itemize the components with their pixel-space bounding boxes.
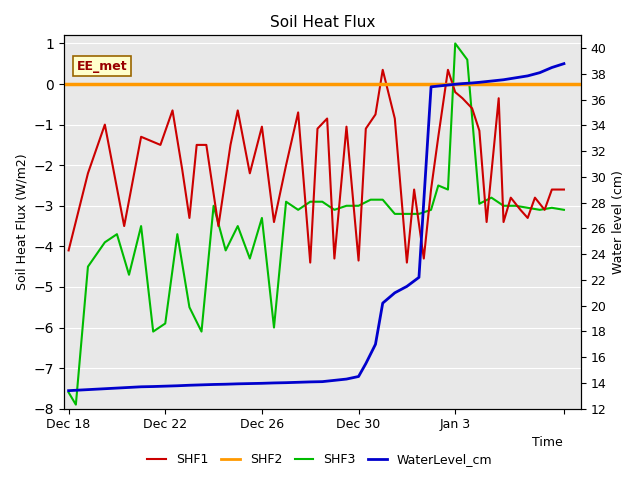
Y-axis label: Soil Heat Flux (W/m2): Soil Heat Flux (W/m2) (15, 154, 28, 290)
Y-axis label: Water level (cm): Water level (cm) (612, 170, 625, 274)
Legend: SHF1, SHF2, SHF3, WaterLevel_cm: SHF1, SHF2, SHF3, WaterLevel_cm (142, 448, 498, 471)
Text: EE_met: EE_met (77, 60, 127, 72)
Text: Time: Time (532, 436, 563, 449)
Title: Soil Heat Flux: Soil Heat Flux (269, 15, 375, 30)
